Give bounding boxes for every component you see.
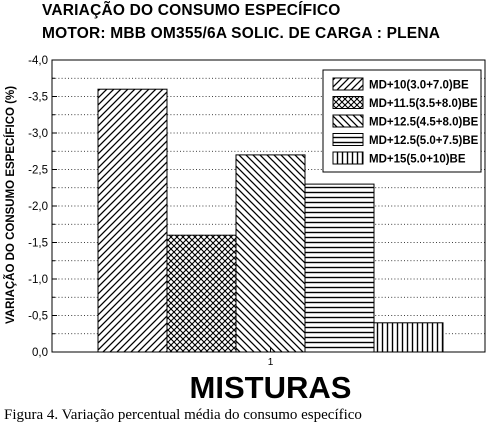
y-tick-label: -0,5 (28, 311, 48, 323)
bar (166, 234, 237, 353)
y-tick-label: -2,0 (28, 201, 48, 213)
y-tick-label: -4,0 (28, 55, 48, 67)
legend-swatch (332, 133, 364, 146)
y-tick-label: -3,0 (28, 128, 48, 140)
bar (235, 154, 306, 353)
legend-label: MD+12.5(4.5+8.0)BE (369, 117, 479, 129)
x-tick-label: 1 (268, 357, 274, 368)
y-axis-label: VARIAÇÃO DO CONSUMO ESPECÍFICO (%) (4, 86, 17, 324)
legend-swatch (332, 151, 364, 165)
y-tick-label: -1,5 (28, 238, 48, 250)
y-tick-label: -3,5 (28, 92, 48, 104)
legend-swatch (332, 114, 364, 128)
bar (97, 88, 168, 353)
x-axis-ticks: 1 (268, 347, 274, 368)
y-axis-ticks: 0,0 -0,5 -1,0 -1,5 -2,0 -2,5 -3,0 -3,5 -4,0 (28, 55, 57, 359)
legend-label: MD+10(3.0+7.0)BE (369, 80, 469, 92)
bar (373, 322, 444, 353)
chart-subtitle: MOTOR: MBB OM355/6A SOLIC. DE CARGA : PL… (42, 25, 441, 42)
legend-swatch (332, 77, 364, 91)
bar-chart: 0,0 -0,5 -1,0 -1,5 -2,0 -2,5 -3,0 -3,5 -4,0 1 VA… (4, 55, 486, 405)
bar (304, 183, 375, 353)
legend-label: MD+11.5(3.5+8.0)BE (369, 98, 478, 110)
legend-label: MD+15(5.0+10)BE (369, 154, 466, 166)
legend-label: MD+12.5(5.0+7.5)BE (369, 135, 479, 147)
chart-title: VARIAÇÃO DO CONSUMO ESPECÍFICO (42, 2, 341, 19)
legend: MD+10(3.0+7.0)BE MD+11.5(3.5+8.0)BE MD+12.… (322, 69, 482, 173)
x-axis-label: MISTURAS (190, 370, 352, 405)
y-tick-label: -2,5 (28, 165, 48, 177)
y-tick-label: 0,0 (32, 347, 48, 359)
figure-caption: Figura 4. Variação percentual média do c… (4, 407, 362, 423)
y-tick-label: -1,0 (28, 274, 48, 286)
legend-swatch (332, 96, 364, 109)
bars (97, 88, 444, 353)
